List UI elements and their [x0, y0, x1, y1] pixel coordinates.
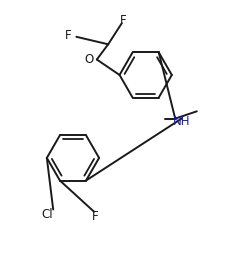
Text: NH: NH	[172, 115, 190, 128]
Text: F: F	[119, 15, 126, 27]
Text: O: O	[84, 53, 93, 66]
Text: F: F	[92, 210, 98, 223]
Text: F: F	[65, 29, 71, 42]
Text: Cl: Cl	[41, 207, 52, 220]
